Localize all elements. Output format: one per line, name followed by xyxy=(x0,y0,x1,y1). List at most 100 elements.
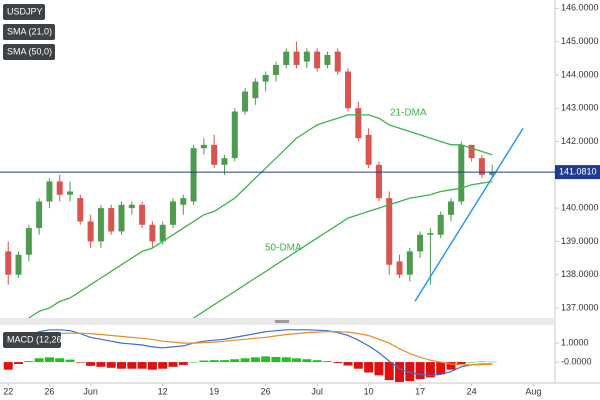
y-tick-label: 137.0000 xyxy=(561,302,599,312)
last-price-box xyxy=(555,165,600,180)
macd-histogram-bar xyxy=(271,356,281,363)
macd-histogram-bar xyxy=(343,362,353,366)
legend-box[interactable] xyxy=(3,332,61,348)
sma-annotation: 21-DMA xyxy=(390,108,427,119)
y-tick-label: 144.0000 xyxy=(561,69,599,79)
legend-box[interactable] xyxy=(3,24,55,40)
candle-body xyxy=(15,254,22,275)
legend-box[interactable] xyxy=(3,44,55,60)
candle-body xyxy=(375,164,382,199)
candle-body xyxy=(46,181,53,202)
macd-histogram-bar xyxy=(158,362,168,369)
macd-histogram-bar xyxy=(137,362,147,369)
candle-body xyxy=(437,214,444,235)
macd-histogram-bar xyxy=(364,362,374,373)
x-tick-label: 19 xyxy=(209,386,219,396)
macd-histogram-bar xyxy=(86,362,96,366)
candle-body xyxy=(396,261,403,275)
legend-label[interactable]: SMA (50,0) xyxy=(7,46,52,56)
y-tick-label: 140.0000 xyxy=(561,202,599,212)
candle-body xyxy=(478,158,485,175)
legend-box[interactable] xyxy=(3,4,45,20)
candle-body xyxy=(5,251,12,275)
macd-histogram-bar xyxy=(34,358,44,363)
macd-histogram-bar xyxy=(261,356,271,363)
x-tick-label: 26 xyxy=(261,386,271,396)
candle-body xyxy=(468,144,475,159)
trendline xyxy=(414,127,524,302)
macd-histogram-bar xyxy=(436,362,446,375)
candle-body xyxy=(272,64,279,75)
axes: 146.0000 145.0000 144.0000 143.0000 142.0000… xyxy=(3,3,600,396)
candle-body xyxy=(169,201,176,225)
macd-histogram-bar xyxy=(446,362,456,370)
x-tick-label: Jul xyxy=(311,386,323,396)
macd-title[interactable]: MACD (12,26,9) xyxy=(7,334,72,344)
macd-panel xyxy=(3,329,497,382)
divider-grip[interactable] xyxy=(275,320,289,323)
macd-histogram-bar xyxy=(230,359,240,363)
macd-histogram-bar xyxy=(189,362,199,363)
candle-body xyxy=(128,204,135,209)
candle-body xyxy=(283,51,290,65)
sma-line xyxy=(27,114,493,318)
macd-histogram-bar xyxy=(425,362,435,378)
macd-histogram-bar xyxy=(147,362,157,370)
macd-histogram-bar xyxy=(384,362,394,381)
y-tick-label: 145.0000 xyxy=(561,36,599,46)
macd-histogram-bar xyxy=(322,361,332,363)
macd-histogram-bar xyxy=(353,362,363,369)
macd-histogram-bar xyxy=(75,362,85,363)
macd-histogram-bar xyxy=(96,362,106,367)
legend: SMA (50,0) SMA (21,0) USDJPY MACD (12,26,9) xyxy=(3,4,72,348)
last-price-label: 141.0810 xyxy=(559,166,597,176)
candle-body xyxy=(355,108,362,139)
candle-body xyxy=(221,158,228,165)
candle-body xyxy=(345,71,352,109)
candle-body xyxy=(139,204,146,225)
price-panel: 50-DMA 21-DMA xyxy=(0,41,555,318)
candle-body xyxy=(386,198,393,265)
y-tick-label: 142.0000 xyxy=(561,136,599,146)
candle-body xyxy=(262,74,269,82)
macd-histogram-bar xyxy=(240,358,250,363)
candle-body xyxy=(365,134,372,165)
x-tick-label: Jun xyxy=(83,386,98,396)
macd-histogram-bar xyxy=(292,358,302,363)
macd-histogram-bar xyxy=(487,361,497,363)
macd-histogram-bar xyxy=(219,360,229,363)
y-tick-label: -0.0000 xyxy=(561,356,592,366)
macd-histogram-bar xyxy=(168,362,178,367)
y-tick-label: 139.0000 xyxy=(561,236,599,246)
x-tick-label: 24 xyxy=(467,386,477,396)
candle-body xyxy=(417,234,424,252)
y-tick-label: 146.0000 xyxy=(561,3,599,13)
candle-body xyxy=(77,198,84,222)
macd-histogram-bar xyxy=(65,359,75,363)
x-tick-label: 26 xyxy=(44,386,54,396)
macd-histogram-bar xyxy=(250,357,260,363)
sma-line xyxy=(192,180,493,318)
candle-body xyxy=(303,51,310,62)
chart-title[interactable]: USDJPY xyxy=(7,6,43,16)
candle-body xyxy=(314,51,321,69)
x-tick-label: 10 xyxy=(364,386,374,396)
macd-histogram-bar xyxy=(456,362,466,364)
candle-body xyxy=(180,198,187,205)
x-tick-label: 22 xyxy=(3,386,13,396)
y-tick-label: 143.0000 xyxy=(561,103,599,113)
candle-body xyxy=(427,233,434,235)
legend-label[interactable]: SMA (21,0) xyxy=(7,26,52,36)
candle-body xyxy=(242,91,249,112)
macd-histogram-bar xyxy=(3,362,13,370)
candle-body xyxy=(149,224,156,242)
macd-histogram-bar xyxy=(127,362,137,369)
candle-body xyxy=(211,144,218,165)
candle-body xyxy=(36,201,43,229)
candle-body xyxy=(25,228,32,255)
macd-histogram-bar xyxy=(333,362,343,364)
macd-line xyxy=(8,331,493,366)
candle-body xyxy=(56,181,63,195)
candle-body xyxy=(200,144,207,149)
